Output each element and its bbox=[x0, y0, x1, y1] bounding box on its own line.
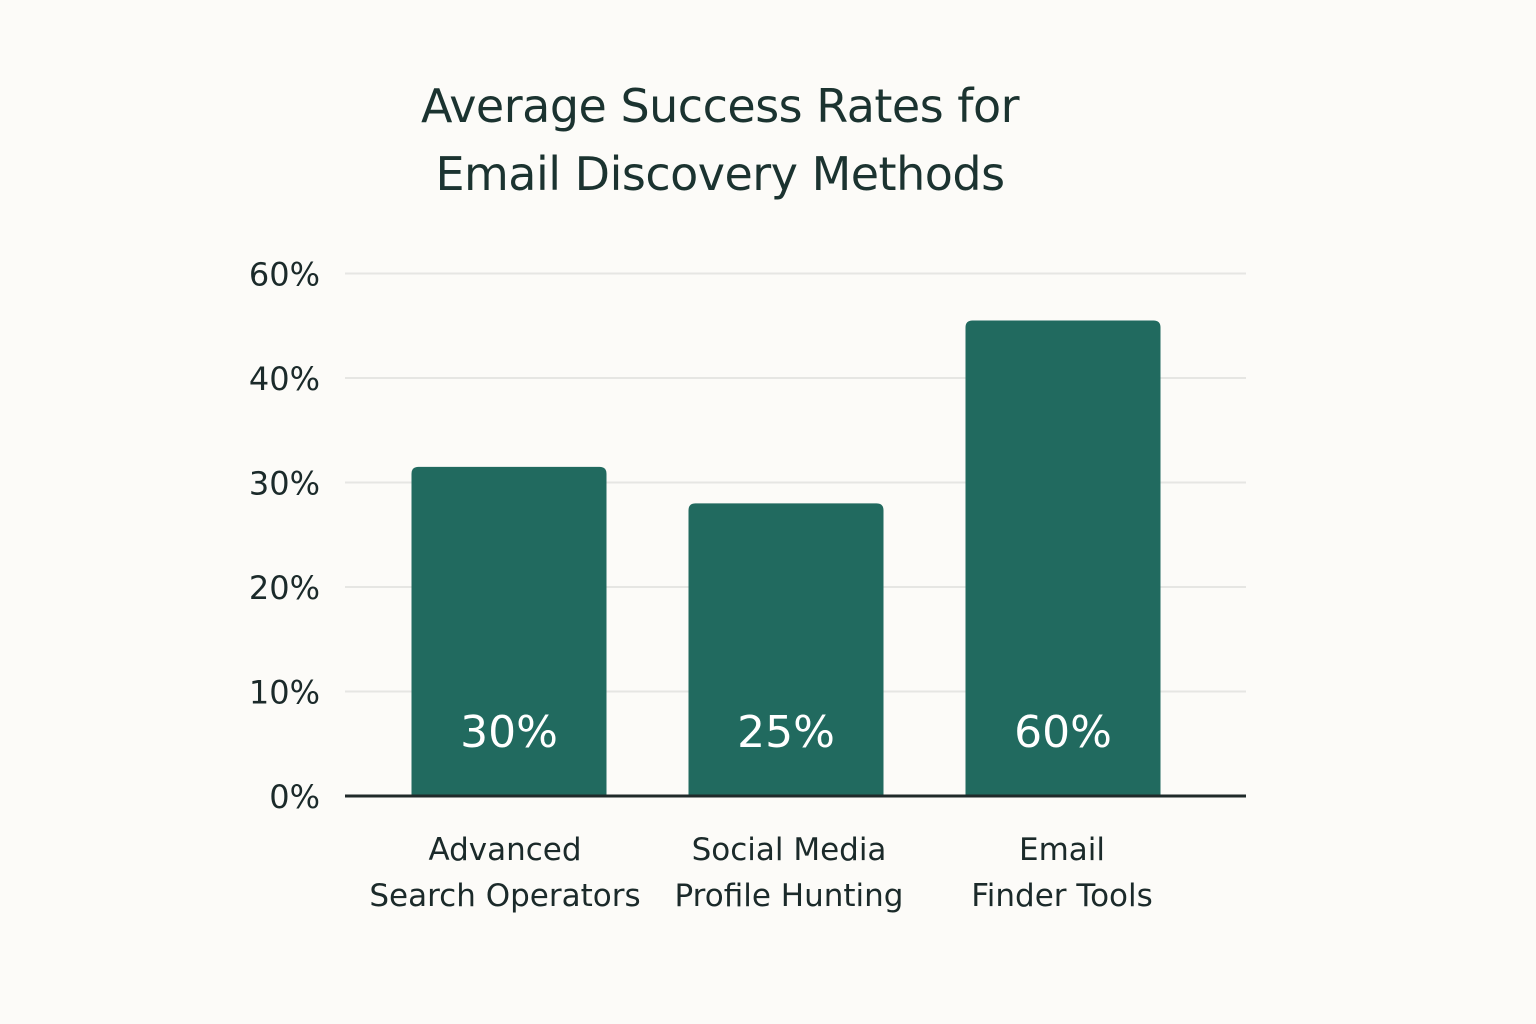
bar-value-label: 25% bbox=[737, 707, 835, 758]
y-tick-label: 0% bbox=[269, 778, 320, 816]
category-label: Profile Hunting bbox=[675, 878, 904, 914]
category-label: Email bbox=[1019, 832, 1105, 868]
chart-title: Average Success Rates for Email Discover… bbox=[320, 72, 1120, 208]
y-tick-label: 60% bbox=[249, 256, 320, 294]
bar-value-label: 60% bbox=[1014, 707, 1112, 758]
chart-title-line-2: Email Discovery Methods bbox=[435, 147, 1005, 201]
category-label: Search Operators bbox=[369, 878, 640, 914]
y-tick-label: 10% bbox=[249, 674, 320, 712]
y-tick-label: 40% bbox=[249, 360, 320, 398]
chart-title-line-1: Average Success Rates for bbox=[420, 79, 1020, 133]
bar bbox=[411, 466, 607, 796]
bar-value-label: 30% bbox=[460, 707, 558, 758]
bar bbox=[965, 320, 1161, 796]
category-label: Social Media bbox=[692, 832, 887, 868]
y-tick-label: 30% bbox=[249, 465, 320, 503]
y-tick-label: 20% bbox=[249, 569, 320, 607]
category-label: Advanced bbox=[428, 832, 581, 868]
bar bbox=[688, 503, 884, 796]
category-label: Finder Tools bbox=[971, 878, 1153, 914]
